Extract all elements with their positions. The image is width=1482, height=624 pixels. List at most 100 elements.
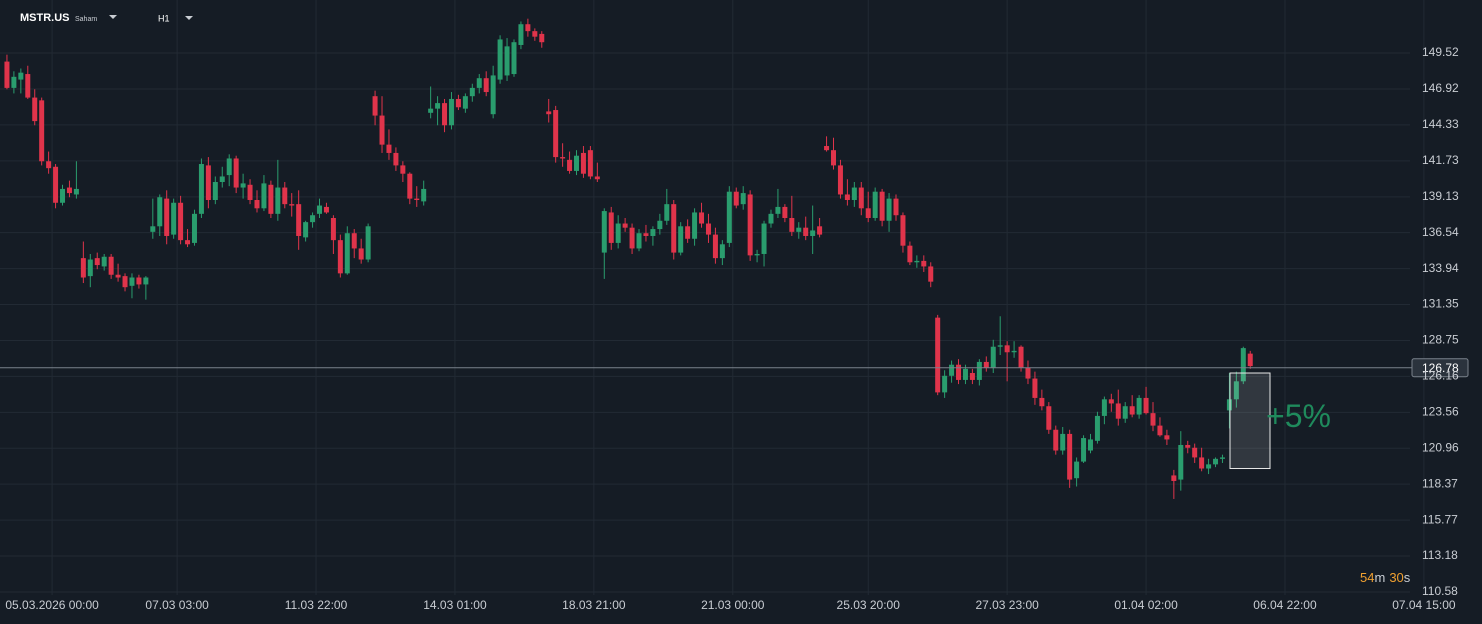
symbol[interactable]: MSTR.US bbox=[20, 12, 70, 24]
candle-body bbox=[323, 206, 329, 213]
candle-body bbox=[1178, 444, 1184, 480]
candle-body bbox=[66, 187, 72, 194]
candle-body bbox=[372, 96, 378, 116]
y-tick-label: 128.75 bbox=[1422, 333, 1459, 347]
symbol-dropdown[interactable] bbox=[109, 15, 117, 19]
x-tick-label: 01.04 02:00 bbox=[1114, 598, 1178, 612]
candle-body bbox=[1011, 350, 1017, 353]
candle-body bbox=[976, 361, 982, 380]
candle-body bbox=[171, 202, 177, 235]
candle-body bbox=[469, 87, 475, 97]
candle-body bbox=[122, 276, 128, 288]
candle-body bbox=[1074, 461, 1080, 479]
candle-body bbox=[692, 212, 698, 239]
candles bbox=[4, 18, 1253, 499]
measure-label: +5% bbox=[1266, 398, 1331, 434]
candle-body bbox=[1004, 345, 1010, 353]
grid bbox=[0, 0, 1425, 595]
candle-body bbox=[268, 184, 274, 214]
candle-body bbox=[983, 361, 989, 368]
candle-body bbox=[205, 165, 211, 200]
candle-body bbox=[990, 346, 996, 368]
candle-body bbox=[1143, 397, 1149, 414]
candle-body bbox=[455, 98, 461, 108]
candle-body bbox=[969, 373, 975, 380]
candle-body bbox=[921, 260, 927, 267]
candle-body bbox=[428, 108, 434, 113]
candle-body bbox=[539, 33, 545, 43]
y-tick-label: 133.94 bbox=[1422, 261, 1459, 275]
candle-body bbox=[1094, 415, 1100, 441]
candle-body bbox=[629, 227, 635, 249]
y-tick-label: 136.54 bbox=[1422, 225, 1459, 239]
overlay: 126.78 +5% bbox=[0, 358, 1469, 470]
candle-body bbox=[414, 198, 420, 200]
candle-body bbox=[219, 176, 225, 183]
candle-body bbox=[490, 75, 496, 115]
candle-body bbox=[330, 217, 336, 241]
candle-body bbox=[80, 258, 86, 278]
candle-body bbox=[407, 173, 413, 199]
candle-body bbox=[664, 204, 670, 221]
candle-body bbox=[796, 227, 802, 232]
candle-body bbox=[296, 204, 302, 236]
candle-body bbox=[344, 233, 350, 274]
candle-body bbox=[39, 100, 45, 162]
x-tick-label: 18.03 21:00 bbox=[562, 598, 626, 612]
candle-body bbox=[1206, 464, 1212, 469]
candle-body bbox=[379, 115, 385, 145]
candle-body bbox=[817, 226, 823, 235]
candle-body bbox=[226, 158, 232, 176]
y-tick-label: 144.33 bbox=[1422, 117, 1459, 131]
candle-body bbox=[712, 234, 718, 259]
candle-body bbox=[400, 165, 406, 174]
candle-body bbox=[358, 248, 364, 260]
candle-body bbox=[1025, 367, 1031, 379]
candle-body bbox=[115, 274, 121, 278]
y-tick-label: 126.16 bbox=[1422, 369, 1459, 383]
timeframe-dropdown[interactable] bbox=[185, 16, 193, 20]
candle-body bbox=[601, 211, 607, 253]
candle-body bbox=[580, 152, 586, 174]
current-price-label: 126.78 bbox=[1422, 361, 1459, 375]
candle-body bbox=[337, 240, 343, 274]
x-tick-label: 14.03 01:00 bbox=[423, 598, 487, 612]
candle-body bbox=[87, 259, 93, 277]
y-tick-label: 120.96 bbox=[1422, 440, 1459, 454]
candle-body bbox=[1199, 457, 1205, 469]
candle-body bbox=[53, 166, 59, 203]
candle-body bbox=[435, 103, 441, 109]
candle-body bbox=[1129, 406, 1135, 415]
candle-body bbox=[191, 213, 197, 243]
x-tick-label: 25.03 20:00 bbox=[837, 598, 901, 612]
candle-body bbox=[11, 76, 17, 88]
candle-body bbox=[1247, 353, 1253, 367]
candle-body bbox=[1067, 433, 1073, 480]
candle-body bbox=[1150, 413, 1156, 426]
candle-body bbox=[212, 182, 218, 200]
candle-body bbox=[942, 375, 948, 393]
candle-body bbox=[650, 229, 656, 236]
candle-body bbox=[1046, 406, 1052, 430]
candle-body bbox=[289, 204, 295, 206]
candle-body bbox=[4, 61, 10, 88]
candle-body bbox=[254, 200, 260, 209]
candle-body bbox=[865, 208, 871, 218]
candle-body bbox=[567, 159, 573, 171]
candle-body bbox=[240, 183, 246, 188]
candle-body bbox=[143, 277, 149, 285]
candle-body bbox=[476, 78, 482, 88]
candle-body bbox=[1240, 348, 1246, 382]
candle-body bbox=[233, 158, 239, 188]
candle-body bbox=[754, 253, 760, 256]
candle-body bbox=[164, 198, 170, 236]
y-tick-label: 139.13 bbox=[1422, 189, 1459, 203]
timeframe[interactable]: H1 bbox=[158, 13, 170, 23]
candle-body bbox=[46, 161, 52, 169]
candle-body bbox=[73, 188, 79, 195]
candle-body bbox=[858, 187, 864, 209]
candle-body bbox=[830, 150, 836, 166]
candle-body bbox=[1192, 447, 1198, 458]
candle-body bbox=[393, 152, 399, 166]
